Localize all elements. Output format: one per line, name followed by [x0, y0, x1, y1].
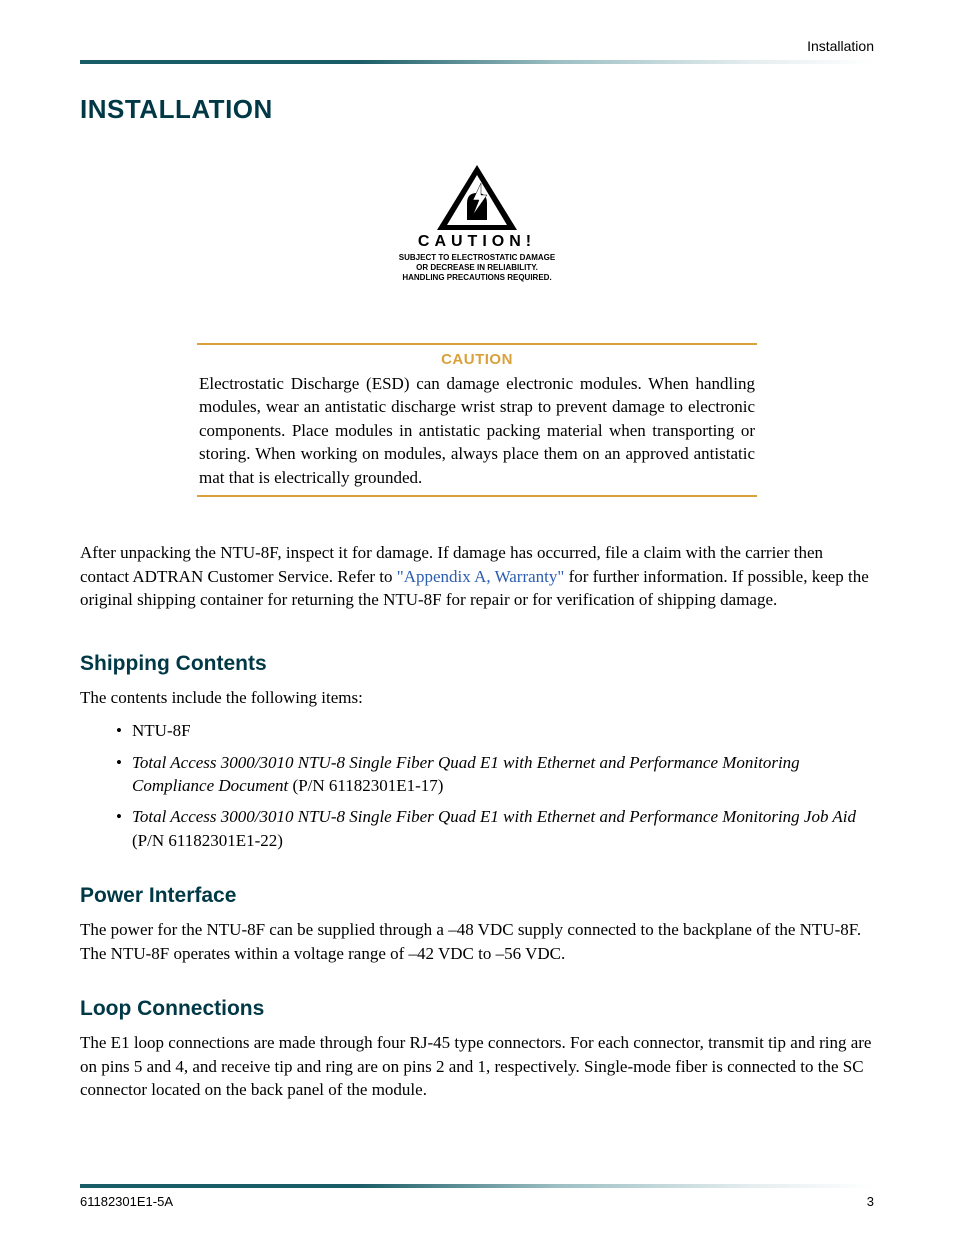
power-interface-body: The power for the NTU-8F can be supplied… — [80, 918, 874, 965]
shipping-contents-heading: Shipping Contents — [80, 652, 874, 676]
caution-symbol-line3: HANDLING PRECAUTIONS REQUIRED. — [377, 273, 577, 283]
footer-rule — [80, 1184, 874, 1188]
caution-symbol-line2: OR DECREASE IN RELIABILITY. — [377, 263, 577, 273]
caution-callout: CAUTION Electrostatic Discharge (ESD) ca… — [197, 343, 757, 497]
list-item-plain: (P/N 61182301E1-22) — [132, 831, 283, 850]
caution-bottom-rule — [197, 495, 757, 497]
running-header: Installation — [80, 38, 874, 54]
power-interface-heading: Power Interface — [80, 884, 874, 908]
loop-connections-heading: Loop Connections — [80, 997, 874, 1021]
caution-symbol-line1: SUBJECT TO ELECTROSTATIC DAMAGE — [377, 253, 577, 263]
shipping-contents-lead: The contents include the following items… — [80, 686, 874, 709]
caution-top-rule — [197, 343, 757, 345]
intro-paragraph: After unpacking the NTU-8F, inspect it f… — [80, 541, 874, 611]
list-item: Total Access 3000/3010 NTU-8 Single Fibe… — [116, 751, 874, 798]
page: Installation INSTALLATION CAUTION! SUBJE… — [0, 0, 954, 1235]
list-item-italic: Total Access 3000/3010 NTU-8 Single Fibe… — [132, 753, 800, 795]
footer-doc-number: 61182301E1-5A — [80, 1194, 173, 1209]
page-title: INSTALLATION — [80, 94, 874, 125]
list-item-italic: Total Access 3000/3010 NTU-8 Single Fibe… — [132, 807, 856, 826]
caution-esd-symbol: CAUTION! SUBJECT TO ELECTROSTATIC DAMAGE… — [377, 165, 577, 283]
caution-label: CAUTION — [197, 351, 757, 368]
caution-body: Electrostatic Discharge (ESD) can damage… — [197, 372, 757, 495]
esd-triangle-icon — [437, 165, 517, 230]
top-rule — [80, 60, 874, 64]
list-item-plain: NTU-8F — [132, 721, 191, 740]
page-footer: 61182301E1-5A 3 — [80, 1184, 874, 1209]
caution-symbol-word: CAUTION! — [377, 233, 577, 251]
list-item: NTU-8F — [116, 719, 874, 742]
loop-connections-body: The E1 loop connections are made through… — [80, 1031, 874, 1101]
shipping-contents-list: NTU-8F Total Access 3000/3010 NTU-8 Sing… — [80, 719, 874, 852]
footer-page-number: 3 — [867, 1194, 874, 1209]
appendix-a-link[interactable]: "Appendix A, Warranty" — [397, 567, 565, 586]
list-item-plain: (P/N 61182301E1-17) — [288, 776, 443, 795]
list-item: Total Access 3000/3010 NTU-8 Single Fibe… — [116, 805, 874, 852]
